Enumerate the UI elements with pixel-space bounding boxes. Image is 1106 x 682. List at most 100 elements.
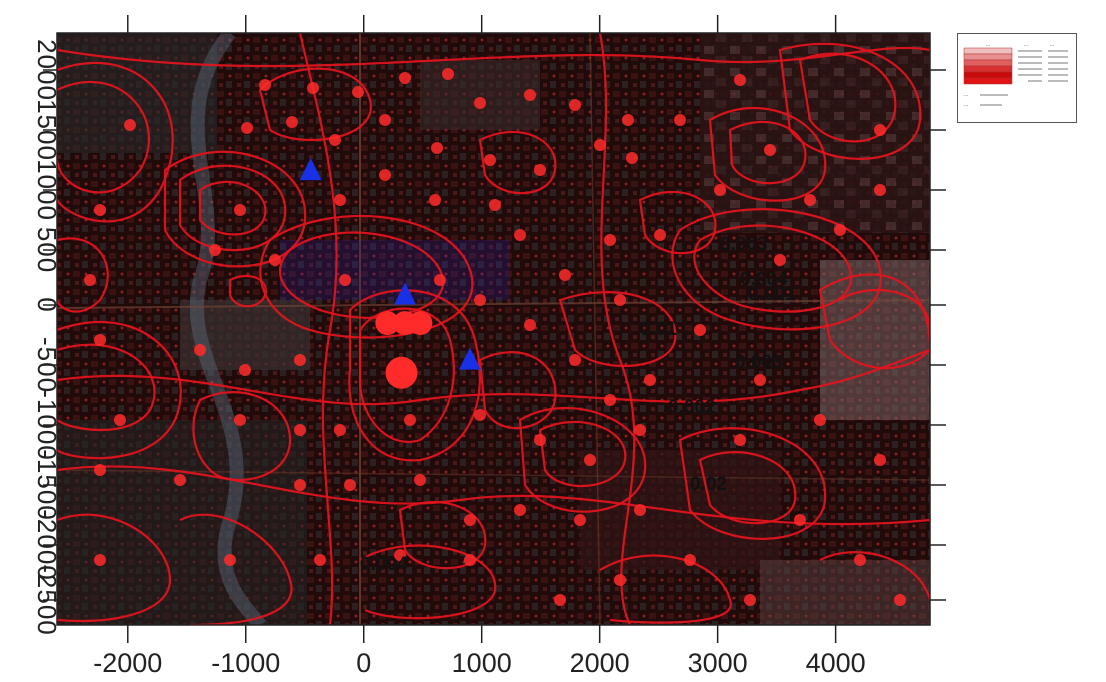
contour-line [778, 42, 922, 160]
map-dot [524, 319, 536, 331]
map-dot [514, 229, 526, 241]
contour-line [259, 214, 474, 339]
contour-line [698, 451, 797, 525]
contour-line [279, 231, 444, 319]
map-dot [524, 89, 536, 101]
map-dot [754, 374, 766, 386]
map-dot [474, 294, 486, 306]
contour-line [819, 551, 930, 601]
map-dot [489, 199, 501, 211]
x-tick-label: 3000 [688, 648, 748, 677]
map-dot [234, 414, 246, 426]
map-dot [534, 164, 546, 176]
contour-line [598, 33, 636, 625]
map-dot [334, 424, 346, 436]
map-dot [622, 114, 634, 126]
contour-label: 0.004 [360, 554, 408, 575]
map-dot [429, 194, 441, 206]
y-tick-label: -2000 [32, 509, 62, 581]
map-dot [194, 344, 206, 356]
map-dot [484, 154, 496, 166]
map-dot [684, 554, 696, 566]
map-dot [329, 134, 341, 146]
map-dot [674, 114, 686, 126]
contour-label: 0.001 [748, 284, 796, 305]
map-dot [734, 74, 746, 86]
map-dot [94, 554, 106, 566]
map-dot [554, 594, 566, 606]
legend-swatch [963, 65, 1013, 73]
map-dot [286, 116, 298, 128]
map-dot [464, 554, 476, 566]
contour-line [728, 120, 807, 185]
map-dot [114, 414, 126, 426]
map-dot [294, 424, 306, 436]
contour-label: 0.003 [735, 352, 783, 373]
contour-line [558, 291, 677, 368]
legend-header-2: ... [1024, 42, 1028, 48]
contour-line [678, 427, 827, 540]
map-dot [634, 504, 646, 516]
receptor-marker [375, 311, 400, 336]
map-dot [339, 274, 351, 286]
map-dot [442, 68, 454, 80]
map-dot [399, 72, 411, 84]
contour-label: 0.002 [668, 397, 716, 418]
map-dot [584, 454, 596, 466]
contour-line [198, 180, 267, 236]
contour-line [179, 513, 293, 625]
map-dot [434, 274, 446, 286]
concentration-contours [57, 33, 930, 625]
legend-footer-1: ... [964, 92, 968, 98]
point-markers [84, 68, 906, 606]
map-dot [854, 554, 866, 566]
map-dot [259, 79, 271, 91]
contour-label: 0.01 [640, 319, 677, 340]
contour-line [228, 274, 267, 308]
map-dot [594, 139, 606, 151]
y-tick-label: -1000 [32, 389, 62, 461]
contour-line [298, 33, 338, 625]
map-dot [234, 204, 246, 216]
map-dot [534, 434, 546, 446]
map-dot [294, 354, 306, 366]
contour-line [359, 544, 497, 620]
map-dot [474, 97, 486, 109]
map-dot [626, 152, 638, 164]
contour-line [708, 106, 827, 202]
map-dot [124, 119, 136, 131]
contour-line [57, 465, 930, 526]
contour-line [258, 67, 372, 142]
contour-line [538, 420, 627, 488]
map-dot [569, 99, 581, 111]
map-dot [874, 184, 886, 196]
x-tick-label: -1000 [211, 648, 280, 677]
map-dot [307, 82, 319, 94]
map-dot [404, 414, 416, 426]
map-dot [569, 354, 581, 366]
y-tick-label: -2500 [32, 564, 62, 636]
map-dot [241, 122, 253, 134]
map-dot [604, 234, 616, 246]
map-dot [644, 374, 656, 386]
map-dot [294, 479, 306, 491]
contour-line [348, 289, 481, 462]
y-tick-label: 500 [32, 227, 62, 273]
map-dot [239, 364, 251, 376]
legend-swatch [963, 53, 1013, 61]
y-tick-label: -500 [32, 337, 62, 393]
map-dot [614, 574, 626, 586]
map-dot [714, 184, 726, 196]
map-dot [774, 254, 786, 266]
contour-line [57, 237, 109, 313]
source-marker [394, 282, 417, 305]
legend-box: ... ... ... ... ... [957, 33, 1077, 123]
map-dot [894, 594, 906, 606]
map-dot [344, 479, 356, 491]
map-dot [174, 474, 186, 486]
legend-swatch [963, 77, 1013, 85]
legend-swatch [963, 71, 1013, 79]
x-tick-label: 4000 [806, 648, 866, 677]
contour-line [57, 348, 930, 406]
